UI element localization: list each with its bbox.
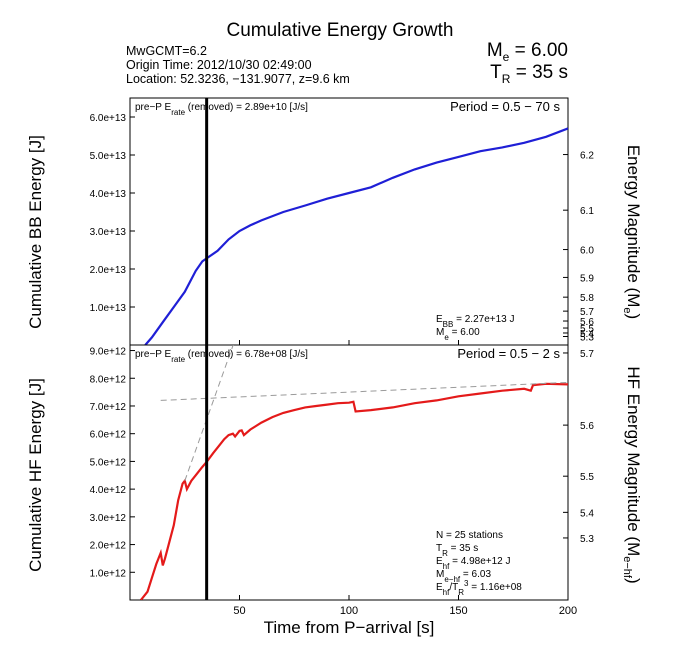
hf-series-hf-energy — [140, 382, 568, 600]
bb-ytick-label: 6.0e+13 — [90, 113, 127, 124]
bb-series-bb-energy — [144, 127, 568, 345]
bb-right-tick-label: 5.4 — [580, 329, 594, 340]
hf-ytick-label: 9.0e+12 — [90, 347, 127, 358]
hf-ytick-label: 3.0e+12 — [90, 513, 127, 524]
bb-right-tick-label: 5.5 — [580, 324, 594, 335]
hf-annotation-line: TR = 35 s — [436, 543, 478, 558]
bb-right-tick-label: 6.0 — [580, 246, 594, 257]
bb-right-tick-label: 5.3 — [580, 332, 594, 343]
event-magnitude: MwGCMT=6.2 — [126, 44, 207, 58]
hf-ytick-label: 5.0e+12 — [90, 457, 127, 468]
hf-ytick-label: 6.0e+12 — [90, 430, 127, 441]
bb-period-label: Period = 0.5 − 70 s — [450, 99, 560, 114]
bb-ytick-label: 3.0e+13 — [90, 227, 127, 238]
event-location: Location: 52.3236, −131.9077, z=9.6 km — [126, 72, 350, 86]
bb-annotation-line: Me = 6.00 — [436, 327, 480, 342]
bb-right-tick-label: 6.1 — [580, 206, 594, 217]
hf-ytick-label: 4.0e+12 — [90, 485, 127, 496]
bb-right-tick-label: 6.2 — [580, 151, 594, 162]
me-summary: Me = 6.00 — [486, 40, 568, 64]
bb-right-tick-label: 5.8 — [580, 293, 594, 304]
x-tick-label: 200 — [559, 605, 577, 617]
hf-right-tick-label: 5.7 — [580, 349, 594, 360]
bb-annotation-line: EBB = 2.27e+13 J — [436, 314, 515, 329]
bb-frame — [129, 97, 569, 346]
hf-series-fit-plateau — [160, 381, 568, 401]
hf-right-tick-label: 5.5 — [580, 472, 594, 483]
x-tick-label: 150 — [449, 605, 467, 617]
hf-annotation-line: Me−hf = 6.03 — [436, 569, 491, 584]
hf-right-tick-label: 5.4 — [580, 508, 594, 519]
x-axis-label: Time from P−arrival [s] — [263, 618, 435, 637]
bb-right-tick-label: 5.7 — [580, 307, 594, 318]
hf-ytick-label: 7.0e+12 — [90, 402, 127, 413]
x-tick-label: 50 — [233, 605, 245, 617]
bb-pre-p-label: pre−P Erate (removed) = 2.89e+10 [J/s] — [135, 102, 308, 117]
hf-ytick-label: 1.0e+12 — [90, 568, 127, 579]
bb-ytick-label: 1.0e+13 — [90, 303, 127, 314]
hf-annotation-line: Ehf = 4.98e+12 J — [436, 556, 511, 571]
hf-ytick-label: 2.0e+12 — [90, 541, 127, 552]
hf-right-tick-label: 5.6 — [580, 421, 594, 432]
bb-ytick-label: 4.0e+13 — [90, 189, 127, 200]
x-tick-label: 100 — [340, 605, 358, 617]
hf-period-label: Period = 0.5 − 2 s — [457, 346, 560, 361]
hf-ytick-label: 8.0e+12 — [90, 374, 127, 385]
tr-summary: TR = 35 s — [490, 62, 568, 86]
bb-right-tick-label: 5.9 — [580, 273, 594, 284]
hf-series-fit-initial — [184, 345, 234, 481]
hf-annotation-line: N = 25 stations — [436, 530, 503, 541]
chart-title: Cumulative Energy Growth — [226, 20, 454, 41]
bb-ytick-label: 2.0e+13 — [90, 265, 127, 276]
hf-right-tick-label: 5.3 — [580, 534, 594, 545]
bb-right-tick-label: 5.6 — [580, 317, 594, 328]
event-origin-time: Origin Time: 2012/10/30 02:49:00 — [126, 58, 312, 72]
bb-ytick-label: 5.0e+13 — [90, 151, 127, 162]
hf-annotation-line: Ehf/TR3 = 1.16e+08 — [436, 579, 522, 597]
hf-pre-p-label: pre−P Erate (removed) = 6.78e+08 [J/s] — [135, 349, 308, 364]
